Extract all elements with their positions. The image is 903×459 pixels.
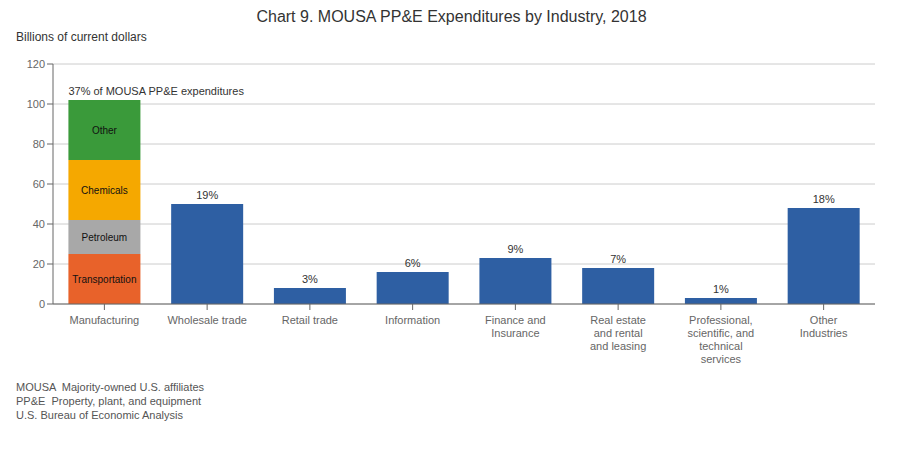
svg-text:3%: 3% — [302, 273, 318, 285]
svg-text:120: 120 — [27, 58, 45, 70]
svg-text:20: 20 — [33, 258, 45, 270]
svg-text:Finance andInsurance: Finance andInsurance — [485, 314, 546, 339]
svg-text:Petroleum: Petroleum — [82, 232, 128, 243]
svg-text:1%: 1% — [713, 283, 729, 295]
svg-text:Real estateand rentaland leasi: Real estateand rentaland leasing — [590, 314, 646, 352]
svg-text:Manufacturing: Manufacturing — [70, 314, 140, 326]
svg-text:100: 100 — [27, 98, 45, 110]
html-text:U.S. Bureau of Economic Analys: U.S. Bureau of Economic Analysis — [16, 409, 183, 421]
svg-text:Retail trade: Retail trade — [282, 314, 338, 326]
svg-text:19%: 19% — [196, 189, 218, 201]
svg-text:9%: 9% — [507, 243, 523, 255]
html-text:PP&E Property, plant, and equi: PP&E Property, plant, and equipment — [16, 395, 202, 407]
svg-text:80: 80 — [33, 138, 45, 150]
svg-text:Chemicals: Chemicals — [81, 185, 128, 196]
svg-text:OtherIndustries: OtherIndustries — [800, 314, 848, 339]
svg-text:18%: 18% — [813, 193, 835, 205]
svg-text:60: 60 — [33, 178, 45, 190]
svg-text:Other: Other — [92, 125, 118, 136]
svg-text:Transportation: Transportation — [72, 274, 136, 285]
svg-text:Wholesale trade: Wholesale trade — [167, 314, 247, 326]
html-text:Billions of current dollars: Billions of current dollars — [16, 30, 147, 44]
html-text:Chart 9. MOUSA PP&E Expenditur: Chart 9. MOUSA PP&E Expenditures by Indu… — [256, 8, 647, 25]
svg-text:Professional,scientific, andte: Professional,scientific, andtechnicalser… — [688, 314, 755, 365]
svg-text:37% of MOUSA PP&E expenditures: 37% of MOUSA PP&E expenditures — [68, 85, 244, 97]
svg-text:6%: 6% — [405, 257, 421, 269]
html-text:MOUSA Majority-owned U.S. affi: MOUSA Majority-owned U.S. affiliates — [16, 381, 205, 393]
svg-text:7%: 7% — [610, 253, 626, 265]
svg-text:0: 0 — [39, 298, 45, 310]
svg-text:40: 40 — [33, 218, 45, 230]
svg-text:Information: Information — [385, 314, 440, 326]
